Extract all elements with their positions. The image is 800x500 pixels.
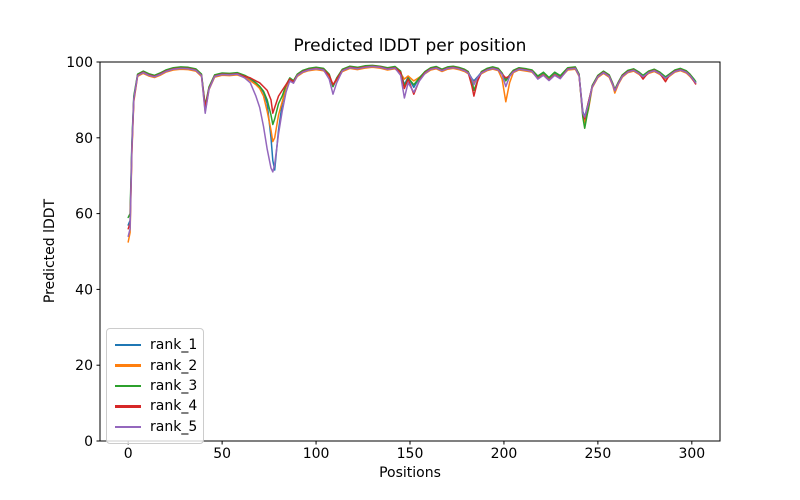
- legend-label: rank_1: [150, 337, 198, 354]
- legend-label: rank_4: [150, 398, 198, 415]
- chart-title: Predicted lDDT per position: [293, 36, 527, 56]
- y-tick-label: 80: [75, 131, 93, 147]
- legend-line-sample: [115, 364, 141, 367]
- series-line-rank_2: [127, 66, 697, 243]
- legend-box: rank_1 rank_2 rank_3 rank_4 rank_5: [106, 328, 204, 444]
- x-tick-label: 0: [124, 446, 133, 462]
- x-tick-label: 200: [491, 446, 518, 462]
- x-tick-label: 100: [303, 446, 330, 462]
- series-line-rank_5: [127, 65, 697, 238]
- legend-entry-rank_1: rank_1: [115, 335, 198, 355]
- y-tick-label: 60: [75, 207, 93, 223]
- legend-label: rank_5: [150, 418, 198, 435]
- x-tick-label: 150: [397, 446, 424, 462]
- x-tick-label: 250: [585, 446, 612, 462]
- legend-entry-rank_3: rank_3: [115, 376, 198, 396]
- legend-entry-rank_5: rank_5: [115, 417, 198, 437]
- legend-entry-rank_2: rank_2: [115, 355, 198, 375]
- axes-spines: [99, 61, 721, 442]
- y-tick-label: 100: [66, 55, 93, 71]
- y-tick-label: 20: [75, 358, 93, 374]
- y-tick-label: 0: [84, 434, 93, 450]
- legend-line-sample: [115, 405, 141, 408]
- legend-entry-rank_4: rank_4: [115, 396, 198, 416]
- legend-line-sample: [115, 425, 141, 428]
- x-tick-label: 50: [213, 446, 231, 462]
- legend-label: rank_3: [150, 377, 198, 394]
- y-tick-label: 40: [75, 282, 93, 298]
- legend-line-sample: [115, 343, 141, 347]
- y-axis-label: Predicted lDDT: [42, 198, 58, 304]
- legend-label: rank_2: [150, 357, 198, 374]
- x-tick-label: 300: [678, 446, 705, 462]
- x-axis-label: Positions: [379, 465, 441, 481]
- legend-line-sample: [115, 384, 141, 388]
